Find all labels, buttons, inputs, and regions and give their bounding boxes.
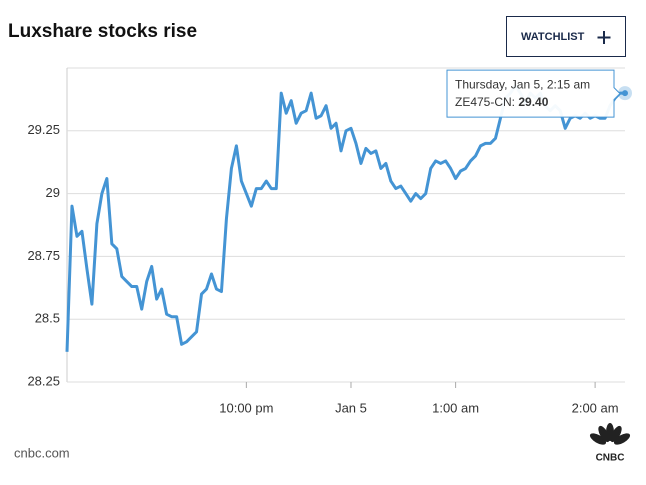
logo-text: CNBC — [596, 453, 625, 464]
x-tick-label: 2:00 am — [572, 400, 619, 415]
x-tick-label: 10:00 pm — [219, 400, 273, 415]
y-tick-label: 28.75 — [27, 248, 60, 263]
hover-point — [622, 90, 628, 97]
y-tick-label: 29.25 — [27, 122, 60, 137]
watchlist-button[interactable]: WATCHLIST — [506, 16, 626, 57]
logo-feather — [598, 425, 610, 443]
logo: CNBC — [589, 423, 631, 464]
chart-title: Luxshare stocks rise — [8, 21, 197, 42]
source: cnbc.com — [14, 445, 70, 460]
button-label[interactable]: WATCHLIST — [521, 31, 585, 43]
x-tick-label: 1:00 am — [432, 400, 479, 415]
y-tick-label: 28.5 — [35, 311, 60, 326]
y-tick-label: 28.25 — [27, 373, 60, 388]
tooltip-value: ZE475-CN: 29.40 — [455, 95, 549, 109]
plus-icon[interactable] — [597, 31, 611, 44]
logo-feather — [610, 425, 622, 443]
y-tick-label: 29 — [46, 185, 60, 200]
x-tick-label: Jan 5 — [335, 400, 367, 415]
tooltip-box — [446, 69, 621, 118]
tooltip-date: Thursday, Jan 5, 2:15 am — [455, 77, 590, 91]
tooltip-number: 29.40 — [518, 95, 548, 109]
logo-feather — [613, 433, 631, 445]
logo-feather — [589, 433, 607, 445]
tooltip-symbol: ZE475-CN: — [455, 95, 515, 109]
